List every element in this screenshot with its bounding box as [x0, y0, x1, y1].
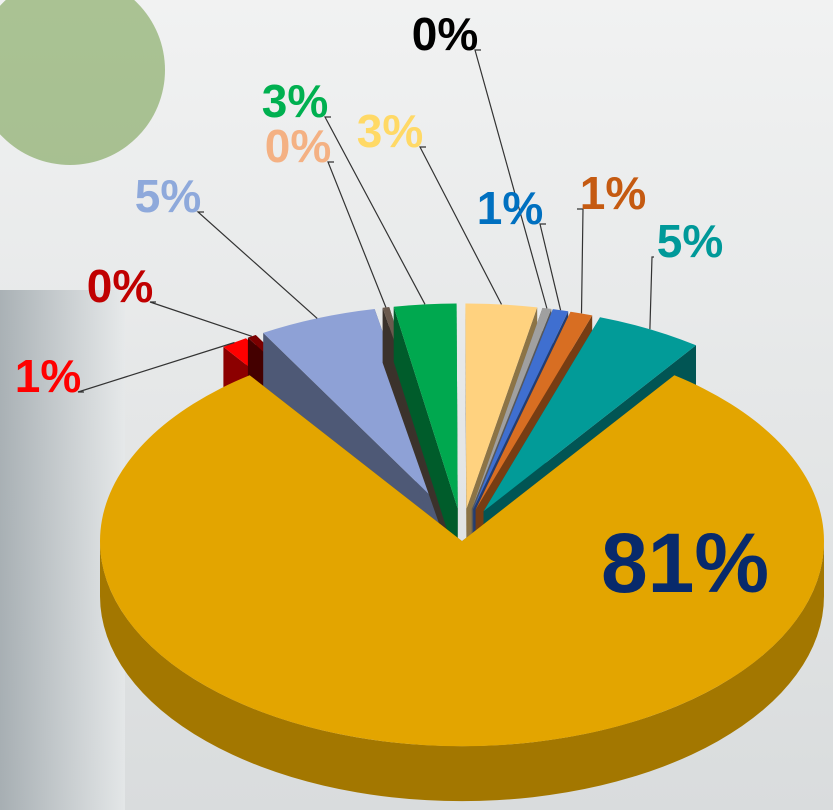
- slice-top: [393, 303, 458, 509]
- slice-side: [100, 541, 824, 802]
- leader-line: [149, 301, 252, 337]
- leader-line: [327, 161, 387, 308]
- tree-decor: [0, 0, 165, 165]
- data-label: 5%: [135, 170, 201, 222]
- slice: [100, 375, 825, 802]
- data-label: 3%: [262, 75, 328, 127]
- data-label: 1%: [477, 182, 543, 234]
- pie: 81%1%0%5%0%3%3%0%1% 1%5%: [15, 8, 825, 802]
- leader-line: [196, 211, 318, 319]
- data-label: 1%: [580, 167, 646, 219]
- leader-line: [77, 341, 235, 393]
- data-label: 3%: [357, 105, 423, 157]
- slice-wall: [465, 303, 467, 564]
- data-label: 81%: [601, 516, 769, 610]
- leader-line: [577, 208, 584, 314]
- data-label: 0%: [265, 120, 331, 172]
- slice: [393, 303, 458, 564]
- data-label: 0%: [87, 260, 153, 312]
- data-label: 0%: [412, 8, 478, 60]
- slice-top: [473, 309, 569, 510]
- slice-top: [100, 375, 825, 747]
- leader-line: [419, 146, 503, 305]
- slice-top: [471, 307, 552, 509]
- slice-top: [465, 303, 538, 509]
- slice-wall: [393, 306, 458, 564]
- data-label: 5%: [657, 215, 723, 267]
- leader-line: [649, 256, 654, 330]
- slice-top: [263, 309, 446, 511]
- data-label: 1%: [15, 350, 81, 402]
- slice-top: [475, 311, 593, 510]
- leader-line: [474, 49, 548, 309]
- leader-line: [323, 116, 426, 305]
- slice-top: [483, 317, 696, 512]
- leader-line: [539, 223, 562, 311]
